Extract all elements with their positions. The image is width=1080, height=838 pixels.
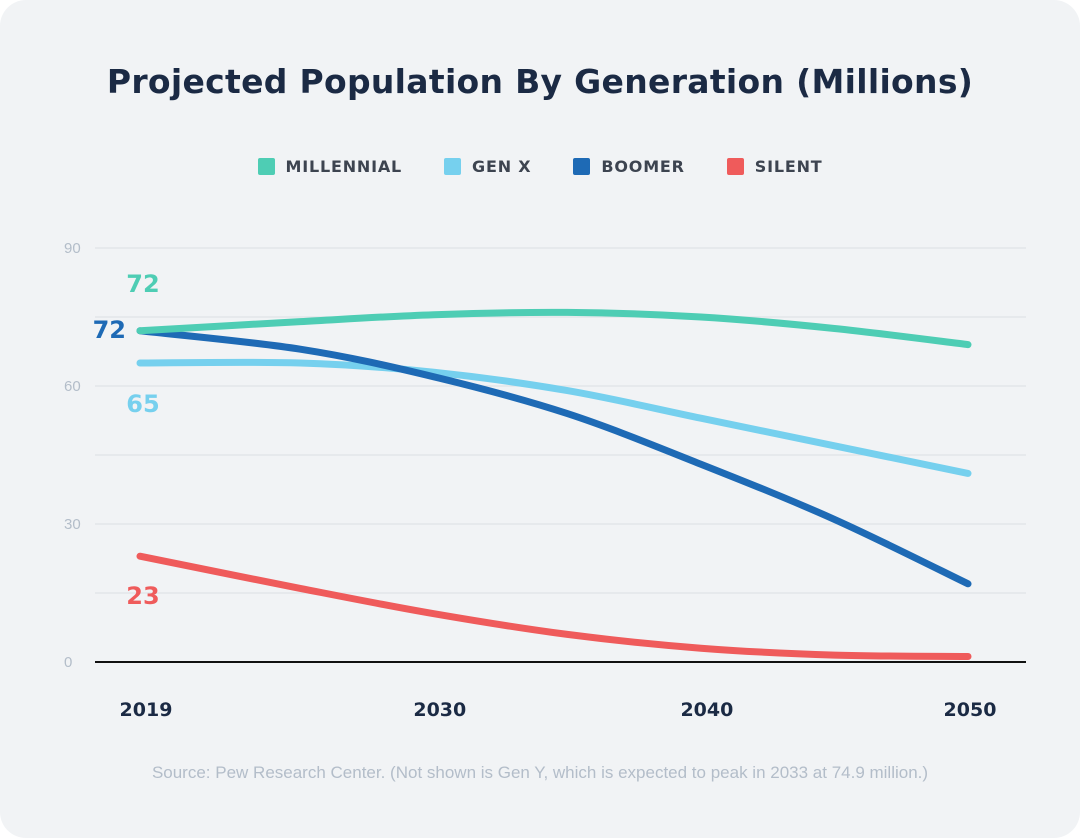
data-label-gen-x: 65	[126, 390, 159, 418]
y-tick-label: 30	[64, 516, 81, 533]
series-line-silent	[136, 552, 972, 660]
x-tick-label: 2019	[120, 699, 173, 721]
legend-item-millennial: MILLENNIAL	[257, 157, 403, 176]
legend-swatch-gen-x	[444, 158, 462, 175]
series-line-millennial	[136, 308, 972, 349]
data-label-silent: 23	[126, 582, 159, 610]
data-label-boomer: 72	[93, 316, 126, 344]
legend-label-gen-x: GEN X	[472, 157, 532, 176]
series-line-boomer	[136, 327, 972, 588]
legend-label-millennial: MILLENNIAL	[285, 157, 403, 176]
legend-item-boomer: BOOMER	[573, 157, 684, 176]
x-tick-label: 2040	[680, 699, 733, 721]
y-tick-label: 0	[64, 654, 72, 671]
y-tick-label: 90	[64, 240, 81, 257]
data-label-millennial: 72	[126, 270, 159, 298]
legend-item-silent: SILENT	[726, 157, 823, 176]
legend-label-silent: SILENT	[754, 157, 823, 176]
legend-swatch-boomer	[573, 158, 591, 175]
legend-label-boomer: BOOMER	[601, 157, 685, 176]
x-tick-label: 2030	[413, 699, 466, 721]
x-tick-label: 2050	[944, 699, 997, 721]
legend-swatch-millennial	[257, 158, 275, 175]
chart-title: Projected Population By Generation (Mill…	[106, 62, 974, 101]
source-note: Source: Pew Research Center. (Not shown …	[151, 763, 929, 782]
legend-item-gen-x: GEN X	[444, 157, 531, 176]
chart-legend: MILLENNIAL GEN X BOOMER SILENT	[0, 157, 1080, 176]
series-line-gen-x	[136, 358, 972, 477]
legend-swatch-silent	[726, 158, 744, 175]
y-tick-label: 60	[64, 378, 81, 395]
